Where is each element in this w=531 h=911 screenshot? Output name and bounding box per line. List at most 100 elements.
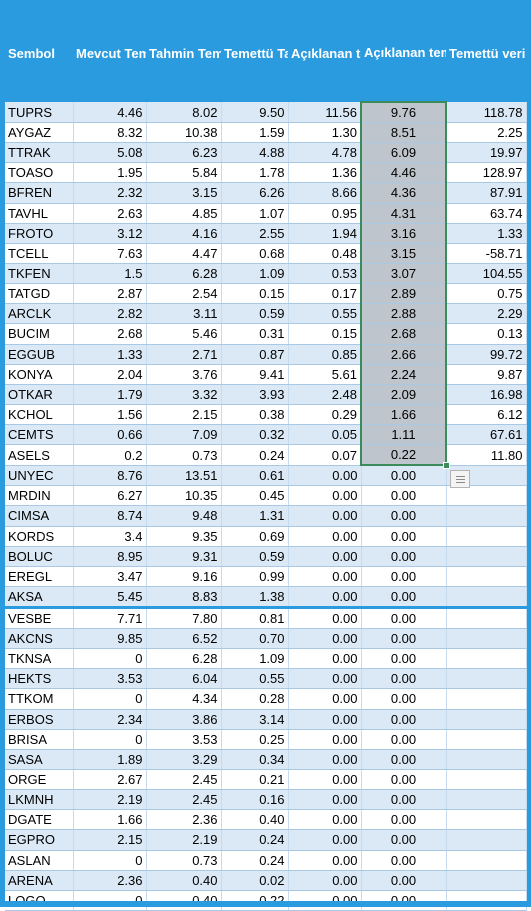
cell-current-yield[interactable]: 2.67 bbox=[73, 769, 147, 791]
cell-forecast-dividend[interactable]: 0.68 bbox=[221, 243, 289, 264]
cell-announced-yield[interactable]: 0.00 bbox=[361, 628, 447, 650]
cell-current-yield[interactable]: 2.04 bbox=[73, 364, 147, 385]
cell-announced-yield[interactable]: 6.09 bbox=[360, 142, 447, 164]
cell-forecast-yield[interactable]: 7.80 bbox=[146, 605, 222, 629]
cell-forecast-dividend[interactable]: 0.38 bbox=[221, 404, 289, 426]
cell-announced-dividend[interactable]: 0.00 bbox=[288, 505, 362, 527]
cell-current-yield[interactable]: 1.33 bbox=[73, 344, 147, 365]
cell-current-yield[interactable]: 2.82 bbox=[73, 303, 147, 325]
cell-current-yield[interactable]: 7.71 bbox=[73, 605, 147, 629]
cell-announced-dividend[interactable]: 0.53 bbox=[288, 263, 362, 285]
cell-announced-yield[interactable]: 3.15 bbox=[360, 243, 447, 264]
cell-forecast-yield[interactable]: 9.48 bbox=[146, 505, 222, 527]
cell-forecast-dividend[interactable]: 2.55 bbox=[221, 223, 289, 244]
cell-forecast-dividend[interactable]: 1.09 bbox=[221, 263, 289, 285]
cell-symbol[interactable]: TAVHL bbox=[5, 203, 74, 224]
cell-symbol[interactable]: LKMNH bbox=[5, 789, 74, 811]
cell-announced-dividend[interactable]: 4.78 bbox=[288, 142, 362, 164]
cell-yield-increase[interactable] bbox=[446, 505, 527, 527]
cell-announced-dividend[interactable]: 0.00 bbox=[288, 809, 362, 831]
cell-announced-dividend[interactable]: 0.48 bbox=[288, 243, 362, 264]
cell-yield-increase[interactable] bbox=[446, 870, 527, 891]
cell-announced-yield[interactable]: 0.22 bbox=[360, 444, 447, 467]
cell-forecast-yield[interactable]: 3.32 bbox=[146, 384, 222, 405]
cell-yield-increase[interactable] bbox=[446, 789, 527, 811]
column-header-current-yield[interactable]: Mevcut Temettü Verimliliği % bbox=[73, 5, 146, 102]
cell-symbol[interactable]: ASLAN bbox=[5, 850, 74, 871]
cell-forecast-dividend[interactable]: 0.34 bbox=[221, 749, 289, 770]
cell-announced-dividend[interactable]: 0.95 bbox=[288, 203, 362, 224]
cell-symbol[interactable]: AYGAZ bbox=[5, 122, 74, 144]
cell-announced-yield[interactable]: 0.00 bbox=[361, 729, 447, 750]
cell-symbol[interactable]: ARCLK bbox=[5, 303, 74, 325]
cell-announced-dividend[interactable]: 0.00 bbox=[288, 546, 362, 567]
cell-forecast-yield[interactable]: 6.28 bbox=[146, 648, 222, 670]
cell-symbol[interactable]: CIMSA bbox=[5, 505, 74, 527]
cell-yield-increase[interactable]: 63.74 bbox=[446, 203, 527, 224]
cell-symbol[interactable]: CEMTS bbox=[5, 424, 74, 446]
cell-yield-increase[interactable] bbox=[446, 526, 527, 547]
cell-forecast-dividend[interactable]: 0.32 bbox=[221, 424, 289, 446]
cell-yield-increase[interactable] bbox=[446, 709, 527, 730]
cell-symbol[interactable]: ARENA bbox=[5, 870, 74, 891]
cell-current-yield[interactable]: 9.85 bbox=[73, 628, 147, 650]
cell-announced-yield[interactable]: 2.89 bbox=[360, 283, 447, 305]
cell-announced-dividend[interactable]: 0.00 bbox=[288, 586, 362, 608]
cell-yield-increase[interactable]: 11.80 bbox=[446, 444, 527, 466]
cell-forecast-yield[interactable]: 2.36 bbox=[146, 809, 222, 831]
cell-yield-increase[interactable] bbox=[446, 729, 527, 750]
cell-yield-increase[interactable]: 9.87 bbox=[446, 364, 527, 385]
cell-forecast-yield[interactable]: 9.31 bbox=[146, 546, 222, 567]
cell-announced-dividend[interactable]: 0.00 bbox=[288, 648, 362, 670]
cell-current-yield[interactable]: 8.74 bbox=[73, 505, 147, 527]
cell-announced-yield[interactable]: 0.00 bbox=[361, 546, 447, 567]
cell-announced-dividend[interactable]: 0.00 bbox=[288, 729, 362, 750]
cell-forecast-yield[interactable]: 10.38 bbox=[146, 122, 222, 144]
cell-yield-increase[interactable]: 99.72 bbox=[446, 344, 527, 365]
cell-current-yield[interactable]: 3.53 bbox=[73, 668, 147, 690]
cell-announced-yield[interactable]: 0.00 bbox=[361, 485, 447, 507]
cell-announced-dividend[interactable]: 1.30 bbox=[288, 122, 362, 144]
column-header-forecast-dividend[interactable]: Temettü Tahmini Net Hisse başı TL bbox=[221, 5, 288, 102]
cell-symbol[interactable]: TOASO bbox=[5, 162, 74, 184]
cell-yield-increase[interactable] bbox=[446, 566, 527, 587]
cell-forecast-yield[interactable]: 2.54 bbox=[146, 283, 222, 305]
cell-forecast-dividend[interactable]: 0.61 bbox=[221, 465, 289, 487]
cell-current-yield[interactable]: 1.95 bbox=[73, 162, 147, 184]
cell-current-yield[interactable]: 3.12 bbox=[73, 223, 147, 244]
cell-announced-dividend[interactable]: 0.00 bbox=[288, 749, 362, 770]
cell-forecast-dividend[interactable]: 0.55 bbox=[221, 668, 289, 690]
cell-announced-yield[interactable]: 0.00 bbox=[361, 769, 447, 791]
cell-forecast-yield[interactable]: 10.35 bbox=[146, 485, 222, 507]
cell-current-yield[interactable]: 8.76 bbox=[73, 465, 147, 487]
cell-current-yield[interactable]: 1.79 bbox=[73, 384, 147, 405]
cell-announced-dividend[interactable]: 0.00 bbox=[288, 850, 362, 871]
cell-announced-yield[interactable]: 0.00 bbox=[361, 829, 447, 851]
cell-yield-increase[interactable] bbox=[446, 648, 527, 670]
cell-current-yield[interactable]: 0 bbox=[73, 850, 147, 871]
cell-announced-yield[interactable]: 0.00 bbox=[361, 809, 447, 831]
cell-announced-dividend[interactable]: 0.00 bbox=[288, 688, 362, 710]
cell-announced-dividend[interactable]: 0.29 bbox=[288, 404, 362, 426]
cell-yield-increase[interactable]: 2.25 bbox=[446, 122, 527, 144]
cell-announced-dividend[interactable]: 0.00 bbox=[288, 526, 362, 547]
cell-yield-increase[interactable]: 104.55 bbox=[446, 263, 527, 285]
cell-forecast-yield[interactable]: 9.16 bbox=[146, 566, 222, 587]
cell-forecast-yield[interactable]: 9.35 bbox=[146, 526, 222, 547]
cell-forecast-yield[interactable]: 2.45 bbox=[146, 789, 222, 811]
cell-announced-yield[interactable]: 3.16 bbox=[360, 223, 447, 244]
cell-forecast-dividend[interactable]: 0.87 bbox=[221, 344, 289, 365]
cell-symbol[interactable]: AKSA bbox=[5, 586, 74, 608]
cell-announced-yield[interactable]: 0.00 bbox=[361, 566, 447, 587]
cell-current-yield[interactable]: 0.66 bbox=[73, 424, 147, 446]
cell-yield-increase[interactable] bbox=[446, 769, 527, 791]
cell-current-yield[interactable]: 1.56 bbox=[73, 404, 147, 426]
cell-current-yield[interactable]: 7.63 bbox=[73, 243, 147, 264]
cell-announced-yield[interactable]: 4.36 bbox=[360, 182, 447, 204]
cell-symbol[interactable]: EREGL bbox=[5, 566, 74, 587]
cell-yield-increase[interactable] bbox=[446, 628, 527, 650]
cell-forecast-dividend[interactable]: 0.69 bbox=[221, 526, 289, 547]
cell-yield-increase[interactable] bbox=[446, 850, 527, 871]
cell-yield-increase[interactable]: 2.29 bbox=[446, 303, 527, 325]
cell-forecast-dividend[interactable]: 0.24 bbox=[221, 850, 289, 871]
